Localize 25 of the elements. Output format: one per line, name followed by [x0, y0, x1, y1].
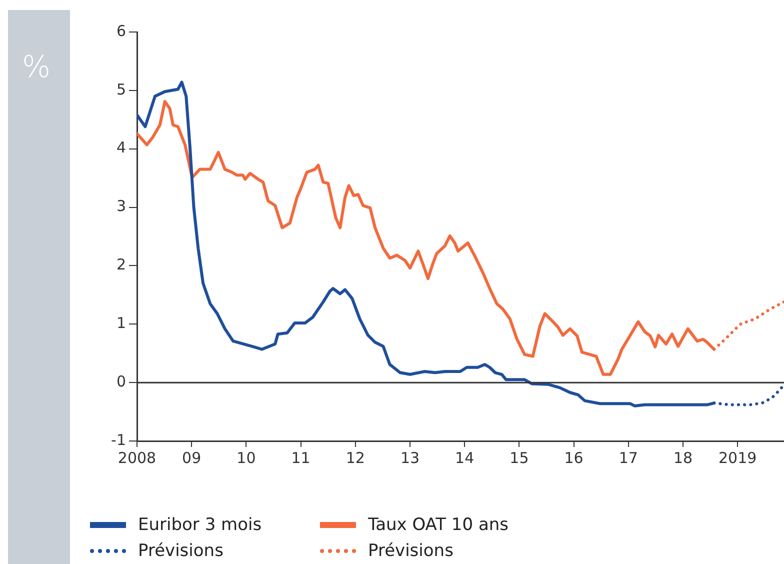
x-tick-label: 18 [673, 448, 693, 467]
y-tick-label: 1 [116, 314, 126, 332]
y-axis-title: % [22, 50, 51, 85]
legend-label: Taux OAT 10 ans [368, 515, 508, 535]
x-tick-label: 16 [564, 448, 584, 467]
y-tick-label: 0 [116, 372, 126, 390]
x-tick-label: 2019 [718, 448, 757, 467]
x-tick-label: 09 [182, 448, 202, 467]
y-tick-label: 3 [116, 197, 126, 216]
y-tick-label: -1 [111, 430, 126, 449]
x-tick-label: 17 [618, 448, 638, 467]
y-tick-label: 4 [116, 138, 126, 157]
x-tick-label: 14 [455, 448, 474, 467]
x-tick-label: 2008 [118, 448, 156, 467]
x-tick-label: 12 [346, 448, 365, 467]
x-tick-label: 11 [291, 448, 310, 467]
x-tick-label: 15 [510, 448, 529, 467]
x-tick-label: 13 [400, 448, 420, 467]
x-tick-label: 10 [236, 448, 256, 467]
legend-label: Prévisions [368, 541, 454, 561]
legend-label: Prévisions [138, 541, 224, 561]
y-tick-label: 5 [116, 80, 126, 98]
y-tick-label: 2 [116, 256, 126, 274]
legend-label: Euribor 3 mois [138, 515, 262, 535]
y-tick-label: 6 [116, 22, 126, 40]
